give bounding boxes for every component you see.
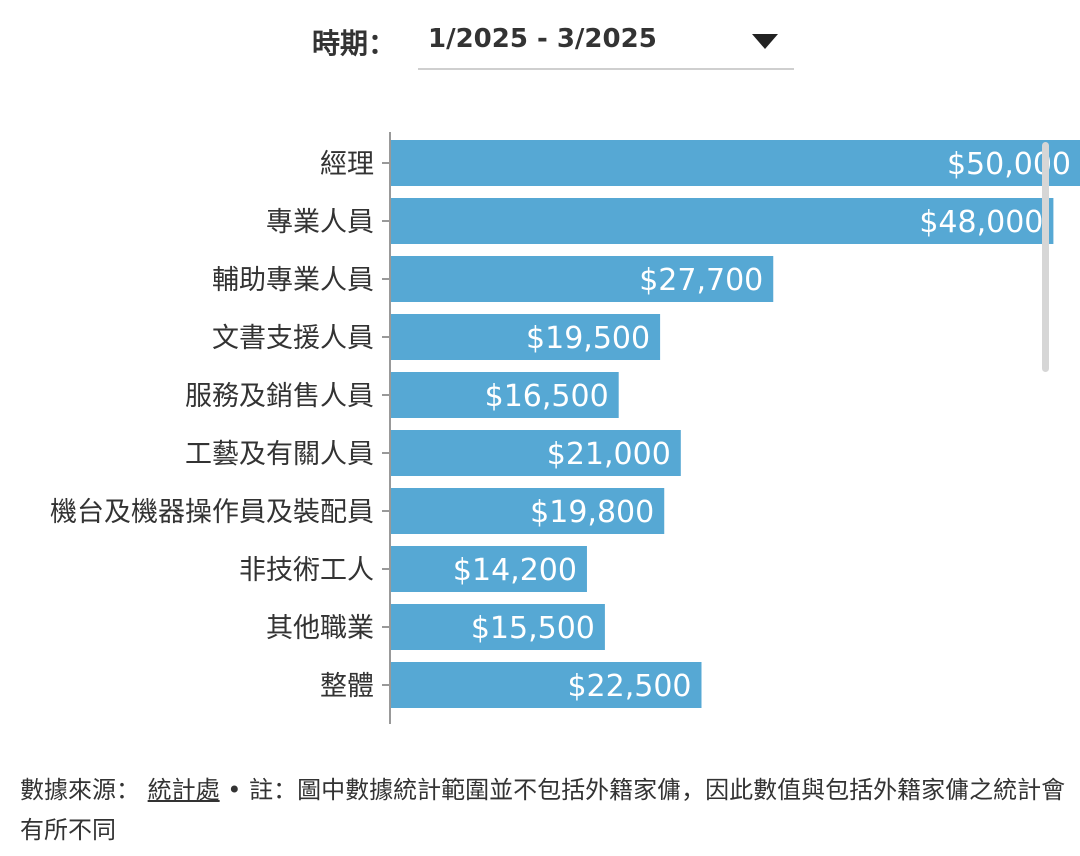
bar-value-label: $19,500 — [526, 321, 650, 356]
source-label: 數據來源： — [20, 776, 140, 804]
category-label: 非技術工人 — [239, 555, 374, 586]
scrollbar[interactable] — [1042, 142, 1049, 372]
bar-chart: 經理 $50,000 專業人員 $48,000 輔助專業人員 $27,700 文書支援人員 $… — [50, 132, 1080, 724]
separator: • — [227, 776, 242, 804]
bar[interactable] — [391, 662, 702, 708]
category-label: 經理 — [320, 149, 374, 180]
bar[interactable] — [391, 488, 665, 534]
category-label: 機台及機器操作員及裝配員 — [50, 497, 374, 528]
bar-value-label: $48,000 — [919, 205, 1043, 240]
bar[interactable] — [391, 430, 681, 476]
footnote: 數據來源： 統計處 • 註：圖中數據統計範圍並不包括外籍家傭，因此數值與包括外籍… — [20, 770, 1080, 850]
bar-value-label: $15,500 — [471, 611, 595, 646]
bar[interactable] — [391, 604, 605, 650]
period-dropdown[interactable]: 1/2025 - 3/2025 — [418, 18, 794, 70]
category-label: 其他職業 — [266, 613, 374, 644]
bar[interactable] — [391, 140, 1080, 186]
category-label: 文書支援人員 — [212, 323, 374, 354]
bar[interactable] — [391, 372, 619, 418]
category-label: 服務及銷售人員 — [185, 381, 374, 412]
period-selected-value: 1/2025 - 3/2025 — [428, 24, 657, 54]
bar[interactable] — [391, 546, 587, 592]
period-label: 時期： — [312, 27, 397, 60]
category-label: 專業人員 — [266, 207, 374, 238]
bar-value-label: $14,200 — [453, 553, 577, 588]
bar[interactable] — [391, 198, 1054, 244]
bar[interactable] — [391, 256, 774, 302]
category-label: 輔助專業人員 — [212, 265, 374, 296]
source-link[interactable]: 統計處 — [147, 776, 220, 804]
bar[interactable] — [391, 314, 661, 360]
bar-value-label: $50,000 — [947, 147, 1071, 182]
note-text: 註：圖中數據統計範圍並不包括外籍家傭，因此數值與包括外籍家傭之統計會有所不同 — [20, 776, 1066, 844]
bar-value-label: $27,700 — [639, 263, 763, 298]
caret-down-icon — [752, 34, 778, 49]
category-label: 整體 — [320, 671, 374, 702]
category-label: 工藝及有關人員 — [185, 439, 374, 470]
bar-value-label: $16,500 — [485, 379, 609, 414]
bar-value-label: $22,500 — [567, 669, 691, 704]
bar-value-label: $19,800 — [530, 495, 654, 530]
bar-value-label: $21,000 — [547, 437, 671, 472]
